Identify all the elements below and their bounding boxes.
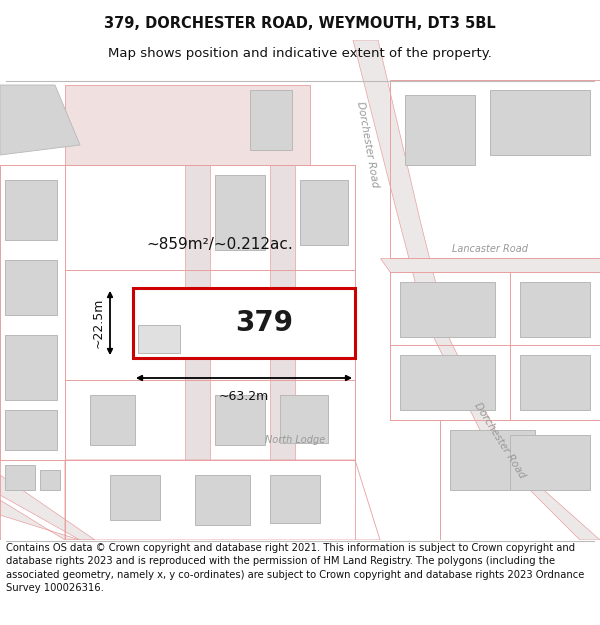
Polygon shape — [40, 470, 60, 490]
Polygon shape — [5, 260, 57, 315]
Polygon shape — [400, 355, 495, 410]
Text: Map shows position and indicative extent of the property.: Map shows position and indicative extent… — [108, 47, 492, 60]
Polygon shape — [90, 395, 135, 445]
Text: Contains OS data © Crown copyright and database right 2021. This information is : Contains OS data © Crown copyright and d… — [6, 543, 584, 592]
Text: Dorchester Road: Dorchester Road — [473, 400, 527, 480]
Polygon shape — [0, 85, 80, 155]
Polygon shape — [490, 90, 590, 155]
Polygon shape — [250, 90, 292, 150]
Polygon shape — [5, 410, 57, 450]
Polygon shape — [450, 430, 535, 490]
Polygon shape — [0, 475, 95, 540]
Polygon shape — [5, 335, 57, 400]
Polygon shape — [405, 95, 475, 165]
Polygon shape — [353, 40, 600, 540]
Text: ~859m²/~0.212ac.: ~859m²/~0.212ac. — [146, 238, 293, 252]
Polygon shape — [110, 475, 160, 520]
Polygon shape — [270, 165, 295, 460]
Text: 379, DORCHESTER ROAD, WEYMOUTH, DT3 5BL: 379, DORCHESTER ROAD, WEYMOUTH, DT3 5BL — [104, 16, 496, 31]
Polygon shape — [5, 465, 35, 490]
Polygon shape — [65, 85, 310, 165]
Text: ~22.5m: ~22.5m — [92, 298, 105, 348]
Text: 379: 379 — [235, 309, 293, 337]
Text: ~63.2m: ~63.2m — [219, 390, 269, 403]
Polygon shape — [510, 435, 590, 490]
Polygon shape — [195, 475, 250, 525]
Polygon shape — [0, 500, 80, 540]
Polygon shape — [520, 282, 590, 337]
Polygon shape — [215, 175, 265, 250]
Polygon shape — [185, 165, 210, 460]
Polygon shape — [380, 258, 600, 272]
Polygon shape — [520, 355, 590, 410]
Text: Lancaster Road: Lancaster Road — [452, 244, 528, 254]
Polygon shape — [300, 180, 348, 245]
Text: North Lodge: North Lodge — [265, 435, 325, 445]
Polygon shape — [138, 325, 180, 353]
Polygon shape — [280, 395, 328, 443]
Polygon shape — [400, 282, 495, 337]
Polygon shape — [270, 475, 320, 523]
Polygon shape — [215, 395, 265, 445]
Polygon shape — [5, 180, 57, 240]
Text: Dorchester Road: Dorchester Road — [355, 101, 380, 189]
Polygon shape — [133, 288, 355, 358]
